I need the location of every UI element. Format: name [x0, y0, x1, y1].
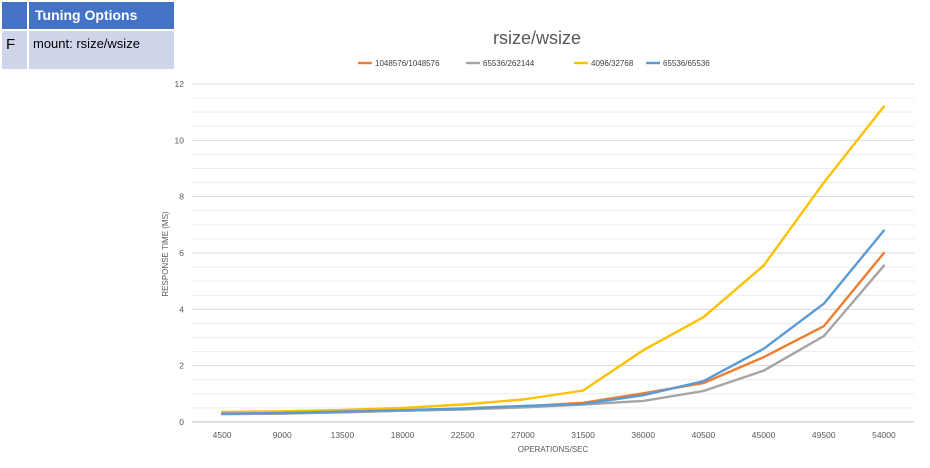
x-tick-label: 40500: [692, 430, 716, 440]
tuning-options-table: Tuning Options F mount: rsize/wsize: [2, 2, 174, 69]
tuning-header-title: Tuning Options: [29, 2, 174, 29]
x-tick-label: 13500: [331, 430, 355, 440]
x-tick-label: 49500: [812, 430, 836, 440]
y-axis-label: RESPONSE TIME (MS): [161, 211, 170, 297]
x-tick-label: 31500: [571, 430, 595, 440]
tuning-option-text: mount: rsize/wsize: [29, 31, 174, 69]
x-tick-label: 36000: [631, 430, 655, 440]
chart-title: rsize/wsize: [493, 28, 581, 48]
x-tick-label: 18000: [391, 430, 415, 440]
y-tick-label: 10: [175, 135, 185, 145]
x-tick-label: 4500: [213, 430, 232, 440]
y-tick-label: 12: [175, 79, 185, 89]
x-axis-ticks: 4500 9000 13500 18000 22500 27000 31500 36000 40…: [213, 430, 896, 440]
y-tick-label: 0: [179, 417, 184, 427]
legend-entry: 4096/32768: [591, 59, 634, 68]
chart-series-lines: [220, 105, 886, 416]
tuning-header-blank-cell: [2, 2, 27, 29]
y-tick-label: 2: [179, 361, 184, 371]
tuning-option-letter: F: [2, 31, 27, 69]
x-tick-label: 54000: [872, 430, 896, 440]
series-line: [220, 264, 886, 416]
x-tick-label: 45000: [752, 430, 776, 440]
y-tick-label: 4: [179, 304, 184, 314]
x-axis-label: OPERATIONS/SEC: [518, 445, 589, 454]
x-tick-label: 27000: [511, 430, 535, 440]
x-tick-label: 22500: [451, 430, 475, 440]
chart-gridlines: [192, 83, 914, 423]
tuning-option-row: F mount: rsize/wsize: [2, 31, 174, 69]
legend-entry: 1048576/1048576: [375, 59, 440, 68]
legend-entry: 65536/262144: [483, 59, 535, 68]
series-line: [220, 105, 886, 414]
legend-entry: 65536/65536: [663, 59, 710, 68]
y-tick-label: 8: [179, 192, 184, 202]
series-line: [220, 229, 886, 415]
y-tick-label: 6: [179, 248, 184, 258]
y-axis-ticks: 0 2 4 6 8 10 12: [175, 79, 185, 427]
chart-legend: 1048576/1048576 65536/262144 4096/32768 655…: [358, 59, 710, 68]
x-tick-label: 9000: [273, 430, 292, 440]
tuning-header-row: Tuning Options: [2, 2, 174, 29]
